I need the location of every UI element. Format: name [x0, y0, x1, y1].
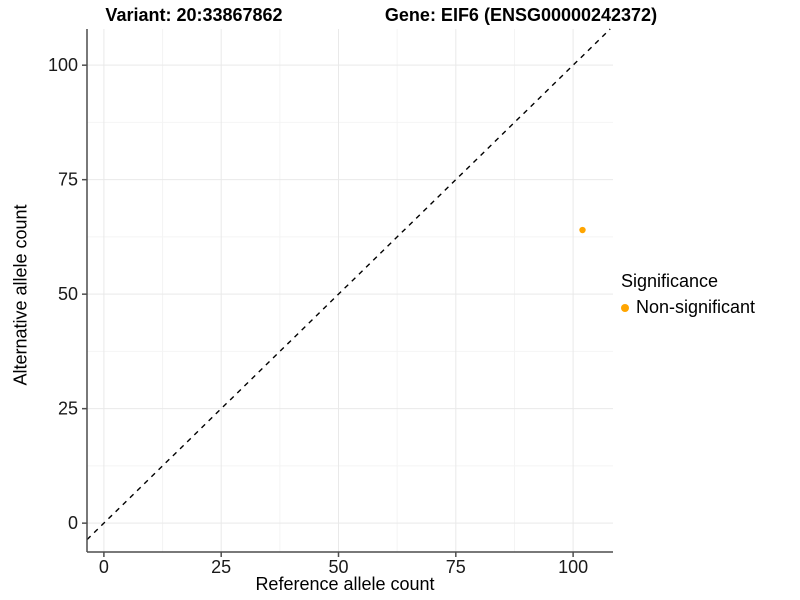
- x-tick-label: 50: [328, 557, 348, 577]
- legend-point-icon: [621, 303, 629, 312]
- y-tick-label: 75: [58, 170, 78, 190]
- y-tick-label: 50: [58, 284, 78, 304]
- plot-title-gene: Gene: EIF6 (ENSG00000242372): [384, 5, 658, 25]
- data-point: [579, 226, 586, 234]
- identity-reference-line: [86, 28, 611, 541]
- x-tick-label: 25: [211, 557, 231, 577]
- y-tick-label: 0: [68, 513, 78, 533]
- plot-title-variant: Variant: 20:33867862: [105, 5, 283, 25]
- y-tick-label: 25: [58, 399, 78, 419]
- y-tick-label: 100: [48, 55, 78, 75]
- x-tick-label: 0: [99, 557, 109, 577]
- legend: Significance Non-significant: [621, 271, 755, 318]
- legend-item-non-significant: Non-significant: [621, 297, 755, 318]
- legend-item-label: Non-significant: [636, 297, 756, 317]
- y-axis-label: Alternative allele count: [10, 204, 31, 386]
- legend-title: Significance: [621, 271, 719, 291]
- x-tick-label: 100: [558, 557, 588, 577]
- x-tick-label: 75: [446, 557, 466, 577]
- x-axis-label: Reference allele count: [255, 574, 435, 594]
